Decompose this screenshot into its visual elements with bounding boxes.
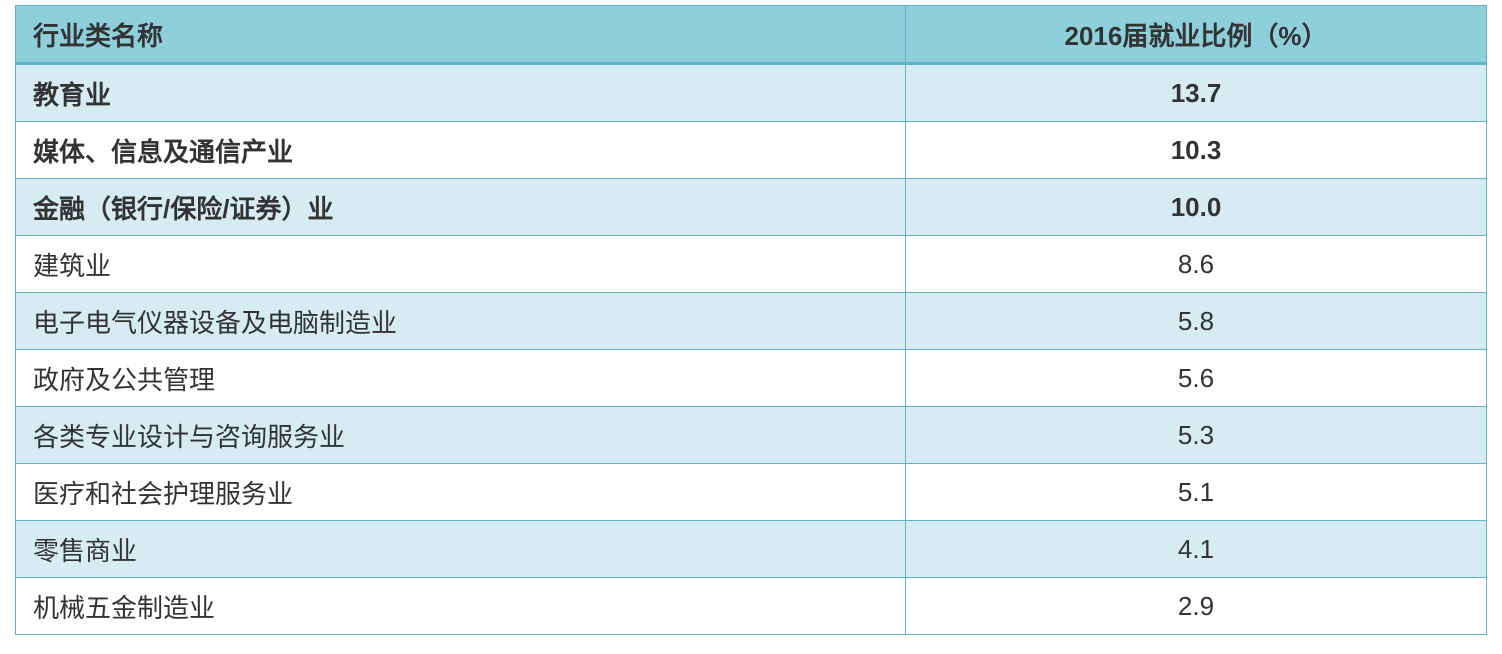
table-row: 政府及公共管理 5.6	[15, 349, 1487, 407]
ratio-cell: 8.6	[905, 235, 1487, 293]
industry-cell: 零售商业	[15, 520, 906, 578]
table-row: 各类专业设计与咨询服务业 5.3	[15, 406, 1487, 464]
header-cell: 行业类名称	[15, 5, 906, 65]
industry-cell: 电子电气仪器设备及电脑制造业	[15, 292, 906, 350]
table-row: 媒体、信息及通信产业 10.3	[15, 121, 1487, 179]
industry-cell: 政府及公共管理	[15, 349, 906, 407]
header-cell: 2016届就业比例（%）	[905, 5, 1487, 65]
ratio-cell: 2.9	[905, 577, 1487, 635]
industry-cell: 机械五金制造业	[15, 577, 906, 635]
ratio-cell: 5.8	[905, 292, 1487, 350]
ratio-cell: 5.3	[905, 406, 1487, 464]
ratio-cell: 4.1	[905, 520, 1487, 578]
table-row: 电子电气仪器设备及电脑制造业 5.8	[15, 292, 1487, 350]
table-row: 金融（银行/保险/证券）业 10.0	[15, 178, 1487, 236]
ratio-cell: 10.0	[905, 178, 1487, 236]
industry-cell: 媒体、信息及通信产业	[15, 121, 906, 179]
ratio-cell: 5.6	[905, 349, 1487, 407]
industry-cell: 教育业	[15, 63, 906, 122]
table-row: 建筑业 8.6	[15, 235, 1487, 293]
industry-cell: 各类专业设计与咨询服务业	[15, 406, 906, 464]
ratio-cell: 10.3	[905, 121, 1487, 179]
ratio-cell: 5.1	[905, 463, 1487, 521]
table-header: 行业类名称 2016届就业比例（%）	[15, 5, 1487, 65]
table-row: 零售商业 4.1	[15, 520, 1487, 578]
industry-cell: 医疗和社会护理服务业	[15, 463, 906, 521]
industry-cell: 金融（银行/保险/证券）业	[15, 178, 906, 236]
table-row: 机械五金制造业 2.9	[15, 577, 1487, 635]
data-table: 行业类名称 2016届就业比例（%） 教育业 13.7 媒体、信息及通信产业 10.3…	[15, 5, 1487, 635]
industry-cell: 建筑业	[15, 235, 906, 293]
header-row: 行业类名称 2016届就业比例（%）	[15, 5, 1487, 65]
table-row: 教育业 13.7	[15, 63, 1487, 122]
table-body: 教育业 13.7 媒体、信息及通信产业 10.3 金融（银行/保险/证券）业 10.0 建筑…	[15, 63, 1487, 635]
ratio-cell: 13.7	[905, 63, 1487, 122]
table-row: 医疗和社会护理服务业 5.1	[15, 463, 1487, 521]
